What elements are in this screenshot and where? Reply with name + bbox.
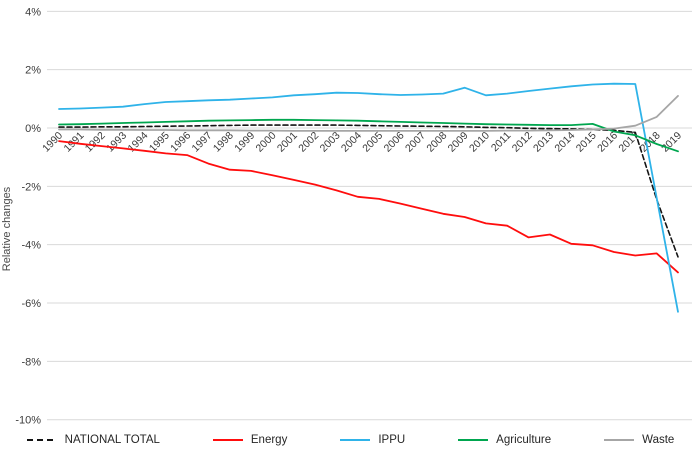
- y-tick-label: 4%: [25, 6, 41, 18]
- x-tick-label: 2014: [552, 130, 577, 155]
- x-tick-label: 2011: [489, 130, 514, 155]
- legend-item-waste: Waste: [603, 434, 674, 446]
- x-tick-label: 2003: [318, 130, 343, 155]
- legend-line-swatch: [604, 439, 635, 441]
- legend-line-swatch: [340, 439, 371, 441]
- x-tick-label: 1998: [211, 130, 236, 155]
- legend-label: IPPU: [378, 434, 406, 446]
- x-tick-label: 2002: [296, 130, 321, 155]
- legend-label: NATIONAL TOTAL: [64, 434, 160, 446]
- legend-label: Agriculture: [496, 434, 552, 446]
- series-line-agriculture: [58, 118, 679, 153]
- x-tick-label: 1997: [190, 130, 215, 155]
- series-line-national-total: [58, 124, 679, 258]
- series-line-waste: [58, 95, 679, 132]
- x-tick-label: 2004: [339, 130, 364, 155]
- x-tick-label: 1999: [232, 130, 257, 155]
- y-tick-label: -2%: [21, 181, 41, 193]
- x-tick-label: 2005: [360, 130, 385, 155]
- y-tick-label: -8%: [21, 356, 41, 368]
- x-tick-label: 1996: [168, 130, 193, 155]
- y-axis-title: Relative changes: [1, 186, 13, 272]
- x-tick-label: 2015: [574, 130, 599, 155]
- x-tick-label: 2019: [659, 130, 684, 155]
- x-tick-label: 2009: [446, 130, 471, 155]
- x-tick-label: 2010: [467, 130, 492, 155]
- legend-line-swatch: [458, 439, 489, 441]
- x-tick-label: 2006: [382, 130, 407, 155]
- series-line-ippu: [58, 82, 679, 313]
- y-tick-label: 0%: [25, 123, 41, 135]
- x-tick-label: 2001: [275, 130, 300, 155]
- x-tick-label: 2012: [510, 130, 535, 155]
- x-tick-label: 2016: [595, 130, 620, 155]
- x-tick-label: 1993: [104, 130, 129, 155]
- y-tick-label: -4%: [21, 240, 41, 252]
- series-line-energy: [58, 140, 679, 274]
- y-tick-label: -10%: [15, 415, 41, 427]
- chart-legend: NATIONAL TOTAL Energy IPPU Agriculture Waste: [0, 429, 700, 451]
- legend-item-agriculture: Agriculture: [457, 434, 551, 446]
- legend-item-ippu: IPPU: [339, 434, 405, 446]
- x-tick-label: 2008: [424, 130, 449, 155]
- legend-label: Waste: [642, 434, 675, 446]
- x-tick-label: 2007: [403, 130, 428, 155]
- legend-item-energy: Energy: [212, 434, 287, 446]
- x-tick-label: 2000: [254, 130, 279, 155]
- x-tick-label: 2013: [531, 130, 556, 155]
- legend-item-national-total: NATIONAL TOTAL: [26, 434, 160, 446]
- legend-line-swatch: [26, 439, 57, 441]
- x-tick-label: 1992: [83, 130, 108, 155]
- legend-label: Energy: [250, 434, 288, 446]
- legend-line-swatch: [212, 439, 243, 441]
- y-tick-label: -6%: [21, 298, 41, 310]
- y-tick-label: 2%: [25, 65, 41, 77]
